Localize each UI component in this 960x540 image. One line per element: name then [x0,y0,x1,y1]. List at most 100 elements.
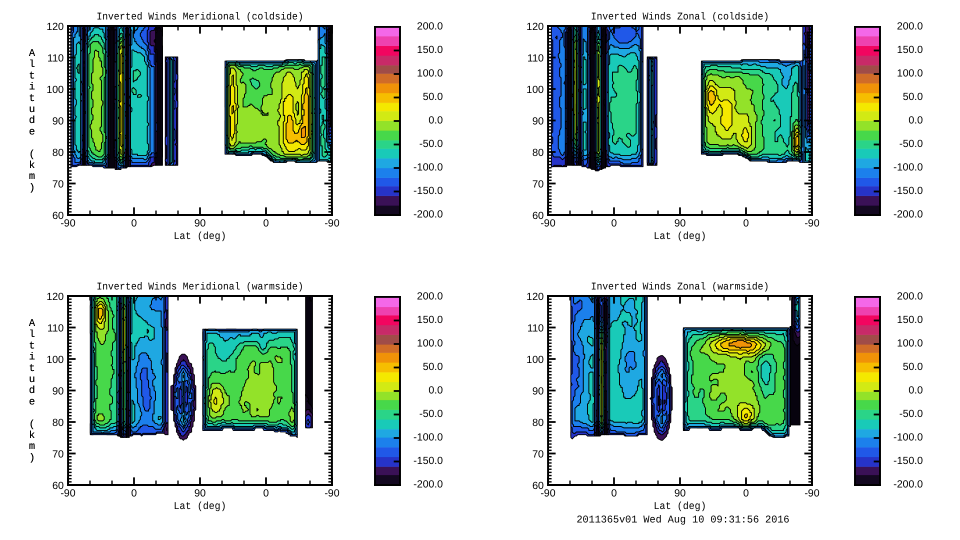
svg-text:-150.0: -150.0 [893,454,923,467]
svg-text:120: 120 [46,20,63,33]
svg-text:e: e [29,397,35,408]
svg-text:m: m [29,442,36,453]
svg-text:90: 90 [674,487,686,500]
svg-text:-90: -90 [324,217,339,230]
svg-text:i: i [29,81,36,94]
svg-text:0: 0 [611,487,617,500]
svg-text:t: t [29,364,35,375]
svg-text:110: 110 [47,322,64,335]
svg-text:80: 80 [52,416,64,429]
svg-text:0.0: 0.0 [909,384,923,397]
svg-text:70: 70 [52,448,64,461]
svg-text:100: 100 [526,83,543,96]
svg-text:-90: -90 [540,217,555,230]
svg-text:-200.0: -200.0 [893,478,923,491]
svg-text:0: 0 [743,487,749,500]
svg-text:90: 90 [52,115,64,128]
svg-text:i: i [29,351,36,364]
svg-text:60: 60 [532,479,544,492]
svg-text:120: 120 [526,20,543,33]
svg-text:-150.0: -150.0 [413,184,443,197]
svg-text:120: 120 [526,290,543,303]
svg-text:d: d [29,115,35,128]
svg-text:A: A [29,319,36,330]
svg-text:-90: -90 [804,487,819,500]
svg-text:-150.0: -150.0 [893,184,923,197]
svg-text:0.0: 0.0 [909,114,923,126]
svg-text:-50.0: -50.0 [419,407,443,420]
svg-text:t: t [29,94,35,105]
svg-text:-100.0: -100.0 [893,431,923,444]
svg-text:Lat (deg): Lat (deg) [654,231,707,244]
svg-text:110: 110 [47,52,64,65]
svg-text:d: d [29,385,35,398]
svg-text:l: l [29,329,36,342]
svg-text:60: 60 [532,209,544,222]
svg-text:k: k [29,160,36,173]
svg-text:l: l [29,59,36,71]
svg-text:50.0: 50.0 [903,90,923,102]
svg-text:90: 90 [674,217,686,230]
svg-text:100.0: 100.0 [417,337,443,350]
svg-text:90: 90 [532,385,544,398]
svg-text:): ) [29,182,35,195]
svg-text:(: ( [29,148,35,161]
svg-text:Inverted Winds Zonal (coldside: Inverted Winds Zonal (coldside) [591,11,769,24]
svg-text:90: 90 [532,115,544,128]
svg-text:): ) [29,452,35,465]
svg-text:0.0: 0.0 [429,384,443,397]
svg-text:-90: -90 [540,487,555,500]
svg-text:200.0: 200.0 [417,20,443,33]
svg-text:t: t [29,364,35,375]
svg-text:u: u [29,105,35,116]
svg-text:110: 110 [527,52,544,65]
svg-text:k: k [29,430,36,443]
svg-text:200.0: 200.0 [417,290,443,303]
svg-text:200.0: 200.0 [897,20,923,33]
svg-text:-100.0: -100.0 [413,161,443,174]
svg-text:k: k [29,430,36,443]
svg-text:0: 0 [131,487,137,500]
svg-text:-90: -90 [60,487,75,500]
svg-text:-100.0: -100.0 [893,161,923,174]
svg-text:-50.0: -50.0 [899,407,923,420]
svg-text:(: ( [29,418,35,431]
svg-text:50.0: 50.0 [423,90,443,102]
svg-text:i: i [29,81,36,94]
svg-text:70: 70 [52,178,64,191]
svg-text:100: 100 [46,353,63,366]
svg-text:d: d [29,385,35,398]
svg-text:Lat (deg): Lat (deg) [174,231,227,244]
svg-text:80: 80 [52,146,64,159]
svg-text:l: l [29,329,36,342]
svg-text:m: m [29,172,36,183]
svg-text:): ) [29,452,35,465]
svg-text:-90: -90 [60,217,75,230]
svg-text:e: e [29,397,35,408]
svg-text:-200.0: -200.0 [413,208,443,221]
svg-text:l: l [29,59,36,71]
svg-text:u: u [29,375,35,386]
svg-text:): ) [29,182,35,195]
svg-text:-200.0: -200.0 [893,208,923,221]
svg-text:A: A [29,49,36,60]
svg-text:Inverted Winds Meridional (col: Inverted Winds Meridional (coldside) [97,11,304,24]
svg-text:t: t [29,94,35,105]
svg-text:Lat (deg): Lat (deg) [654,501,707,514]
svg-text:e: e [29,127,35,138]
svg-text:Lat (deg): Lat (deg) [174,501,227,514]
svg-text:A: A [29,319,36,330]
svg-text:-100.0: -100.0 [413,431,443,444]
svg-text:80: 80 [532,146,544,159]
svg-text:(: ( [29,148,35,161]
svg-text:-200.0: -200.0 [413,478,443,491]
svg-text:50.0: 50.0 [903,360,923,373]
svg-text:k: k [29,160,36,173]
svg-text:100.0: 100.0 [417,67,443,80]
svg-text:t: t [29,341,35,352]
svg-text:0: 0 [743,217,749,230]
svg-text:100.0: 100.0 [897,337,923,350]
svg-text:2011365v01 Wed Aug 10 09:31:56: 2011365v01 Wed Aug 10 09:31:56 2016 [576,514,790,527]
svg-text:t: t [29,341,35,352]
svg-text:0: 0 [131,217,137,230]
